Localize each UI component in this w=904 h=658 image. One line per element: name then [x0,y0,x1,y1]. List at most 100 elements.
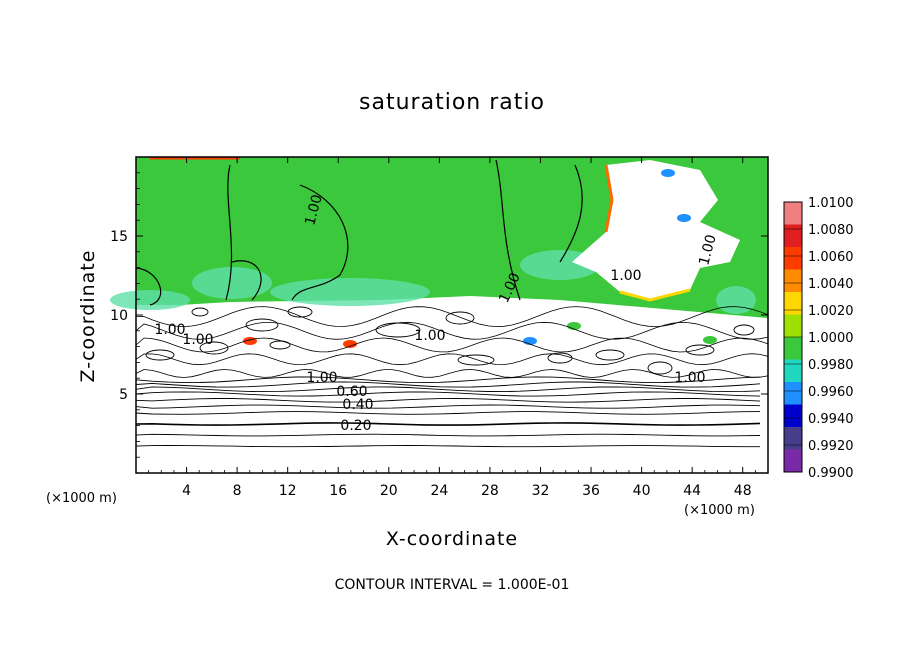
x-tick-label: 24 [430,483,448,499]
y-tick-label: 10 [110,308,128,324]
contour-cell [245,318,279,332]
colorbar-label: 0.9920 [808,439,854,454]
field-cyan-patch [270,278,430,306]
contour-cell [457,354,495,366]
contour-value-label: 1.00 [610,268,641,284]
contour-cell [191,307,209,317]
field-cloud-white [572,160,740,300]
field-cyan-patch [110,290,190,310]
colorbar-swatch [784,427,802,450]
x-tick-label: 32 [532,483,550,499]
x-axis-ticks: 4 8 12 16 20 24 28 32 36 40 44 48 [148,157,756,499]
field-small-blob [661,169,675,177]
contour-line [495,159,521,301]
contour-cell [145,349,175,361]
contour-line [135,433,761,437]
field-small-blob [703,336,717,344]
contour-value-label: 1.00 [306,370,337,386]
contour-lines [135,159,769,448]
contour-line [559,164,583,263]
contour-value-label: 0.20 [340,418,371,434]
contour-value-label: 1.00 [696,233,720,267]
contour-line [135,422,761,426]
colorbar-label: 1.0060 [808,250,854,265]
x-tick-label: 4 [182,483,191,499]
contour-line [135,353,769,366]
saturation-field [110,156,768,348]
x-tick-label: 36 [582,483,600,499]
contour-line [135,398,761,403]
colorbar-label: 1.0020 [808,304,854,319]
contour-line [135,445,760,448]
contour-cell [445,311,475,325]
chart-title: saturation ratio [359,90,545,115]
x-unit-label-right: (×1000 m) [684,503,755,518]
contour-cell [595,349,625,361]
colorbar-swatch [784,337,802,360]
contour-line [225,164,233,301]
colorbar-swatch [784,202,802,225]
contour-line [135,321,769,340]
contour-line [135,337,769,353]
y-axis-ticks: 5 10 15 [110,172,768,458]
x-tick-label: 40 [633,483,651,499]
contour-cell [287,306,313,318]
contour-line [135,306,769,328]
x-tick-label: 16 [329,483,347,499]
colorbar-swatch [784,404,802,427]
colorbar-label: 0.9980 [808,358,854,373]
contour-line [135,267,162,306]
contour-cell [269,340,291,350]
contour-line [231,260,262,301]
colorbar-label: 1.0000 [808,331,854,346]
field-small-blob [677,214,691,222]
contour-line [135,386,761,393]
contour-value-label: 1.00 [154,322,185,338]
colorbar-label: 1.0100 [808,196,854,211]
contour-value-label: 1.00 [302,193,326,227]
x-tick-label: 12 [279,483,297,499]
colorbar-swatch [784,449,802,472]
x-unit-label-left: (×1000 m) [46,491,117,506]
colorbar-swatch [784,359,802,382]
contour-line [135,376,761,384]
field-small-blob [695,288,709,296]
contour-cell [733,324,755,336]
colorbar-swatch [784,247,802,270]
contour-cell [647,361,673,375]
contour-line [135,411,761,415]
colorbar-label: 0.9960 [808,385,854,400]
contour-line [135,369,769,378]
x-axis-label: X-coordinate [385,528,519,550]
contour-interval-note: CONTOUR INTERVAL = 1.000E-01 [334,577,570,593]
field-cloud-edge [619,288,691,302]
colorbar-swatch [784,224,802,247]
y-axis-label: Z-coordinate [77,249,99,383]
contour-labels: 1.001.001.00 1.001.001.001.00 1.001.000.60… [154,193,719,434]
y-tick-label: 5 [119,387,128,403]
colorbar-label: 1.0080 [808,223,854,238]
x-tick-label: 20 [380,483,398,499]
colorbar-swatch [784,314,802,337]
contour-cell [685,344,715,356]
field-cloud-edge [604,164,614,233]
contour-line [291,184,349,301]
y-tick-label: 15 [110,229,128,245]
x-tick-label: 48 [734,483,752,499]
colorbar: 1.0100 1.0080 1.0060 1.0040 1.0020 1.0000 0.99… [783,196,854,481]
contour-value-label: 0.60 [336,384,367,400]
field-cyan-patch [716,286,756,314]
x-tick-label: 28 [481,483,499,499]
contour-value-label: 1.00 [414,328,445,344]
contour-line [135,381,761,388]
contour-cell [199,341,229,355]
colorbar-swatch [784,382,802,405]
contour-value-label: 1.00 [182,332,213,348]
field-cyan-patch [192,267,272,299]
contour-cell [547,352,573,364]
x-tick-label: 44 [683,483,701,499]
contour-cell [375,322,421,338]
contour-value-label: 0.40 [342,397,373,413]
